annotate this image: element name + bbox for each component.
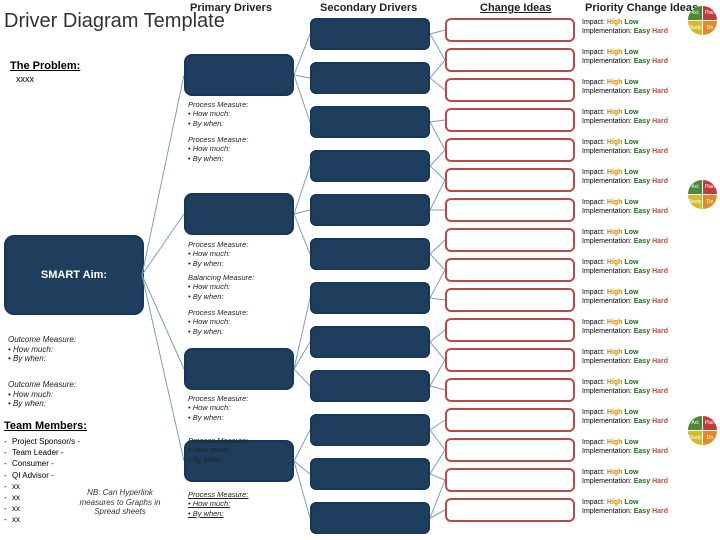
priority-rating: Impact: High LowImplementation: Easy Har…	[582, 109, 668, 127]
change-idea-box	[445, 228, 575, 252]
change-idea-box	[445, 438, 575, 462]
priority-rating: Impact: High LowImplementation: Easy Har…	[582, 409, 668, 427]
priority-rating: Impact: High LowImplementation: Easy Har…	[582, 49, 668, 67]
priority-rating: Impact: High LowImplementation: Easy Har…	[582, 139, 668, 157]
change-idea-box	[445, 288, 575, 312]
priority-rating: Impact: High LowImplementation: Easy Har…	[582, 349, 668, 367]
change-idea-box	[445, 138, 575, 162]
change-idea-box	[445, 498, 575, 522]
secondary-driver-box	[310, 282, 430, 314]
smart-aim-label: SMART Aim:	[41, 269, 107, 281]
secondary-driver-box	[310, 414, 430, 446]
header-primary: Primary Drivers	[190, 2, 272, 14]
outcome-measure-2: Outcome Measure: • How much: • By when:	[8, 380, 76, 409]
pdsa-wheel: PlanDoStudyAct	[688, 180, 718, 210]
team-item: -xx	[4, 492, 80, 503]
secondary-driver-box	[310, 502, 430, 534]
team-item: -Consumer -	[4, 458, 80, 469]
primary-driver-box	[184, 54, 294, 96]
process-measure: Process Measure:• How much:• By when:	[188, 308, 248, 336]
team-list: -Project Sponsor/s --Team Leader --Consu…	[4, 436, 80, 526]
outcome-line: • By when:	[8, 354, 76, 364]
priority-rating: Impact: High LowImplementation: Easy Har…	[582, 379, 668, 397]
secondary-driver-box	[310, 458, 430, 490]
secondary-driver-box	[310, 238, 430, 270]
change-idea-box	[445, 168, 575, 192]
change-idea-box	[445, 258, 575, 282]
process-measure: Process Measure:• How much:• By when:	[188, 490, 248, 518]
process-measure: Process Measure:• How much:• By when:	[188, 100, 248, 128]
pdsa-wheel: PlanDoStudyAct	[688, 6, 718, 36]
priority-rating: Impact: High LowImplementation: Easy Har…	[582, 469, 668, 487]
change-idea-box	[445, 468, 575, 492]
secondary-driver-box	[310, 18, 430, 50]
process-measure: Process Measure:• How much:• By when:	[188, 436, 248, 464]
outcome-line: Outcome Measure:	[8, 380, 76, 390]
balancing-measure: Balancing Measure:• How much:• By when:	[188, 273, 254, 301]
nb-note: NB: Can Hyperlink measures to Graphs in …	[70, 488, 170, 517]
problem-label: The Problem:	[10, 60, 80, 72]
secondary-driver-box	[310, 370, 430, 402]
pdsa-wheel: PlanDoStudyAct	[688, 416, 718, 446]
priority-rating: Impact: High LowImplementation: Easy Har…	[582, 19, 668, 37]
priority-rating: Impact: High LowImplementation: Easy Har…	[582, 169, 668, 187]
header-priority: Priority Change Ideas	[585, 2, 698, 14]
outcome-line: • By when:	[8, 399, 76, 409]
priority-rating: Impact: High LowImplementation: Easy Har…	[582, 289, 668, 307]
change-idea-box	[445, 318, 575, 342]
priority-rating: Impact: High LowImplementation: Easy Har…	[582, 259, 668, 277]
team-label: Team Members:	[4, 420, 87, 432]
change-idea-box	[445, 108, 575, 132]
change-idea-box	[445, 408, 575, 432]
change-idea-box	[445, 48, 575, 72]
priority-rating: Impact: High LowImplementation: Easy Har…	[582, 439, 668, 457]
change-idea-box	[445, 78, 575, 102]
outcome-line: Outcome Measure:	[8, 335, 76, 345]
process-measure: Process Measure:• How much:• By when:	[188, 394, 248, 422]
team-item: -xx	[4, 514, 80, 525]
change-idea-box	[445, 378, 575, 402]
problem-placeholder: xxxx	[16, 74, 34, 84]
process-measure: Process Measure:• How much:• By when:	[188, 135, 248, 163]
primary-driver-box	[184, 193, 294, 235]
priority-rating: Impact: High LowImplementation: Easy Har…	[582, 199, 668, 217]
change-idea-box	[445, 348, 575, 372]
team-item: -xx	[4, 481, 80, 492]
outcome-line: • How much:	[8, 345, 76, 355]
secondary-driver-box	[310, 106, 430, 138]
header-change: Change Ideas	[480, 2, 552, 14]
primary-driver-box	[184, 348, 294, 390]
secondary-driver-box	[310, 62, 430, 94]
secondary-driver-box	[310, 150, 430, 182]
priority-rating: Impact: High LowImplementation: Easy Har…	[582, 499, 668, 517]
outcome-line: • How much:	[8, 390, 76, 400]
team-item: -QI Advisor -	[4, 470, 80, 481]
secondary-driver-box	[310, 326, 430, 358]
change-idea-box	[445, 198, 575, 222]
process-measure: Process Measure:• How much:• By when:	[188, 240, 248, 268]
smart-aim-box: SMART Aim:	[4, 235, 144, 315]
priority-rating: Impact: High LowImplementation: Easy Har…	[582, 319, 668, 337]
team-item: -Project Sponsor/s -	[4, 436, 80, 447]
header-secondary: Secondary Drivers	[320, 2, 417, 14]
priority-rating: Impact: High LowImplementation: Easy Har…	[582, 229, 668, 247]
change-idea-box	[445, 18, 575, 42]
team-item: -xx	[4, 503, 80, 514]
team-item: -Team Leader -	[4, 447, 80, 458]
outcome-measure-1: Outcome Measure: • How much: • By when:	[8, 335, 76, 364]
priority-rating: Impact: High LowImplementation: Easy Har…	[582, 79, 668, 97]
secondary-driver-box	[310, 194, 430, 226]
